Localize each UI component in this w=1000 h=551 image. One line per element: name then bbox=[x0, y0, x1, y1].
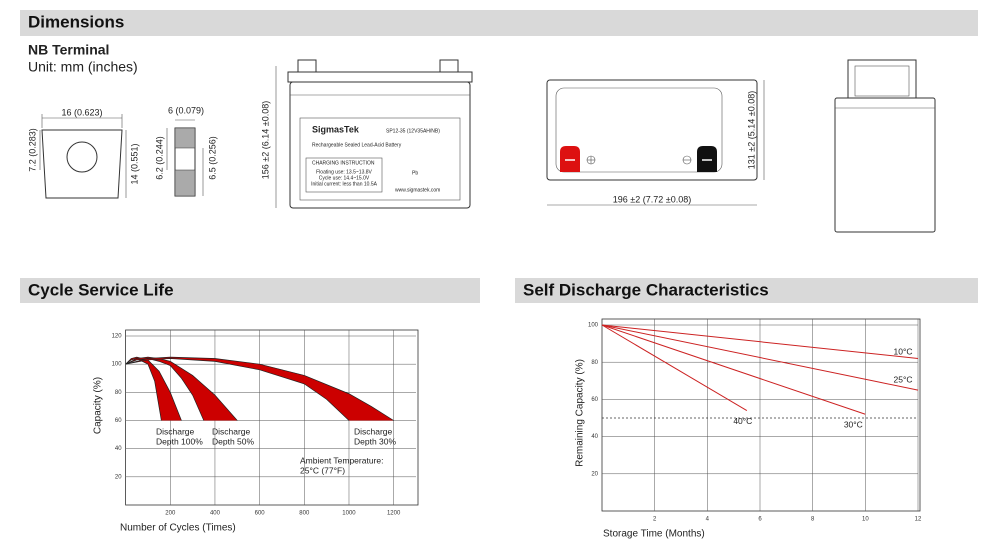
dimension-label: 196 ±2 (7.72 ±0.08) bbox=[613, 194, 691, 204]
series-line bbox=[601, 324, 919, 391]
band-label: Depth 30% bbox=[354, 436, 396, 446]
series-label: 10°C bbox=[894, 347, 913, 357]
y-tick-label: 40 bbox=[115, 446, 122, 452]
x-tick-label: 800 bbox=[299, 511, 310, 517]
y-tick-label: 40 bbox=[591, 434, 598, 440]
y-tick-label: 80 bbox=[115, 390, 122, 396]
band-label: Discharge bbox=[212, 426, 251, 436]
x-tick-label: 8 bbox=[811, 517, 815, 523]
section-bar bbox=[20, 278, 480, 303]
charging-line: Cycle use: 14.4~15.0V bbox=[319, 175, 370, 181]
band-label: Depth 50% bbox=[212, 436, 254, 446]
x-axis-title: Storage Time (Months) bbox=[603, 529, 705, 540]
series-label: 30°C bbox=[844, 420, 863, 430]
series-label: 40°C bbox=[733, 416, 752, 426]
band-upper-line bbox=[125, 356, 238, 421]
y-tick-label: 100 bbox=[112, 362, 123, 368]
section-title: Dimensions bbox=[28, 12, 124, 31]
y-tick-label: 20 bbox=[115, 474, 122, 480]
band-area bbox=[125, 357, 238, 421]
plot-frame bbox=[125, 329, 419, 506]
dimension-label: 6 (0.079) bbox=[168, 105, 204, 115]
symbol: Pb bbox=[412, 170, 418, 176]
section-bar bbox=[515, 278, 978, 303]
band-lower-line bbox=[125, 358, 350, 421]
y-tick-label: 120 bbox=[112, 334, 123, 340]
y-tick-label: 80 bbox=[591, 360, 598, 366]
unit-note: Unit: mm (inches) bbox=[28, 59, 138, 75]
y-tick-label: 60 bbox=[115, 418, 122, 424]
x-tick-label: 2 bbox=[653, 517, 657, 523]
band-lower-line bbox=[125, 358, 205, 421]
website: www.sigmastek.com bbox=[395, 187, 440, 193]
band-label: Depth 100% bbox=[156, 436, 203, 446]
dimension-label: 16 (0.623) bbox=[61, 107, 102, 117]
y-axis-title: Remaining Capacity (%) bbox=[575, 359, 586, 467]
charging-line: Floating use: 13.5~13.8V bbox=[316, 169, 372, 175]
y-tick-label: 60 bbox=[591, 397, 598, 403]
charging-title: CHARGING INSTRUCTION bbox=[312, 160, 375, 166]
x-tick-label: 1200 bbox=[387, 511, 401, 517]
terminal-front bbox=[39, 114, 127, 199]
annotation: Ambient Temperature: bbox=[300, 455, 383, 465]
charts: 20 40 60 80 100 120 200 400 600 800 1000 1200 Number… bbox=[93, 318, 922, 540]
section-title: Cycle Service Life bbox=[28, 280, 174, 299]
band-area bbox=[125, 357, 182, 421]
x-tick-label: 600 bbox=[255, 511, 266, 517]
battery-top bbox=[546, 79, 765, 206]
band-label: Discharge bbox=[354, 426, 393, 436]
charging-line: Initial current: less than 10.5A bbox=[311, 181, 378, 187]
dimension-label: 131 ±2 (5.14 ±0.08) bbox=[746, 91, 756, 169]
x-tick-label: 200 bbox=[165, 511, 176, 517]
y-tick-label: 100 bbox=[588, 323, 599, 329]
section-title: Self Discharge Characteristics bbox=[523, 280, 769, 299]
series-line bbox=[601, 324, 866, 415]
model: SP12-35 (12V35AH/NB) bbox=[386, 128, 440, 134]
band-upper-line bbox=[125, 356, 394, 421]
description: Rechargeable Sealed Lead-Acid Battery bbox=[312, 142, 402, 148]
series-line bbox=[601, 324, 919, 359]
x-tick-label: 6 bbox=[758, 517, 762, 523]
terminal-side bbox=[166, 119, 204, 197]
dimension-label: 6.2 (0.244) bbox=[154, 136, 164, 180]
x-tick-label: 4 bbox=[706, 517, 710, 523]
x-tick-label: 400 bbox=[210, 511, 221, 517]
x-tick-label: 1000 bbox=[342, 511, 356, 517]
dimension-label: 14 (0.551) bbox=[129, 143, 139, 184]
series-label: 25°C bbox=[894, 374, 913, 384]
terminal-title: NB Terminal bbox=[28, 42, 109, 58]
dimension-label: 156 ±2 (6.14 ±0.08) bbox=[260, 101, 270, 179]
x-axis-title: Number of Cycles (Times) bbox=[120, 523, 236, 534]
x-tick-label: 10 bbox=[862, 517, 869, 523]
dimension-label: 6.5 (0.256) bbox=[207, 136, 217, 180]
brand: SigmasTek bbox=[312, 124, 360, 134]
battery-side bbox=[834, 59, 936, 233]
annotation: 25°C (77°F) bbox=[300, 465, 345, 475]
series-line bbox=[601, 324, 748, 411]
y-axis-title: Capacity (%) bbox=[93, 377, 104, 434]
dimension-label: 7.2 (0.283) bbox=[27, 128, 37, 172]
band-label: Discharge bbox=[156, 426, 195, 436]
x-tick-label: 12 bbox=[915, 517, 922, 523]
battery-front bbox=[275, 59, 473, 209]
section-bar bbox=[20, 10, 978, 36]
plot-frame bbox=[601, 318, 921, 512]
y-tick-label: 20 bbox=[591, 471, 598, 477]
